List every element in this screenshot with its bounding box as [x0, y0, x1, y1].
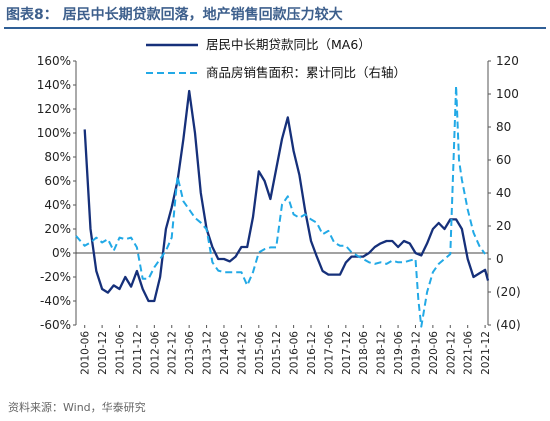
- left-tick-label: 140%: [37, 78, 71, 92]
- left-tick-label: 80%: [44, 150, 71, 164]
- x-tick-label: 2019-06: [393, 331, 405, 375]
- series-line-loans: [83, 89, 490, 303]
- x-tick-label: 2018-12: [376, 331, 388, 375]
- x-tick-label: 2013-06: [184, 331, 196, 375]
- x-tick-label: 2010-12: [97, 331, 109, 375]
- x-tick-label: 2019-12: [410, 331, 422, 375]
- legend: 居民中长期贷款同比（MA6） 商品房销售面积：累计同比（右轴）: [146, 37, 406, 80]
- x-tick-label: 2011-12: [132, 331, 144, 375]
- right-tick-label: 120: [496, 54, 519, 68]
- x-tick-label: 2017-06: [323, 331, 335, 375]
- left-tick-label: -60%: [40, 318, 71, 332]
- x-tick-label: 2020-06: [428, 331, 440, 375]
- x-tick-label: 2015-12: [271, 331, 283, 375]
- left-tick-label: 20%: [44, 222, 71, 236]
- left-tick-label: -40%: [40, 294, 71, 308]
- x-tick-label: 2021-12: [480, 331, 492, 375]
- x-tick-label: 2011-06: [115, 331, 127, 375]
- x-tick-label: 2015-06: [254, 331, 266, 375]
- series-line-sales: [75, 84, 486, 328]
- source-note: 资料来源：Wind，华泰研究: [8, 401, 146, 414]
- x-tick-label: 2014-12: [236, 331, 248, 375]
- x-tick-label: 2016-12: [306, 331, 318, 375]
- left-tick-label: -20%: [40, 270, 71, 284]
- x-tick-label: 2010-06: [80, 331, 92, 375]
- x-tick-label: 2017-12: [341, 331, 353, 375]
- left-tick-label: 100%: [37, 126, 71, 140]
- chart-title: 图表8： 居民中长期贷款回落，地产销售回款压力较大: [6, 7, 343, 23]
- legend-label-loans: 居民中长期贷款同比（MA6）: [206, 37, 371, 52]
- right-tick-label: 20: [496, 219, 511, 233]
- left-tick-label: 0%: [52, 246, 71, 260]
- series-lines: [75, 84, 490, 328]
- right-tick-label: 40: [496, 186, 511, 200]
- left-tick-label: 60%: [44, 174, 71, 188]
- right-tick-label: 100: [496, 87, 519, 101]
- x-tick-label: 2016-06: [289, 331, 301, 375]
- legend-label-sales: 商品房销售面积：累计同比（右轴）: [206, 65, 406, 80]
- x-tick-label: 2013-12: [202, 331, 214, 375]
- right-tick-label: (20): [496, 285, 521, 299]
- x-tick-label: 2012-06: [149, 331, 161, 375]
- right-tick-label: 0: [496, 252, 504, 266]
- x-tick-label: 2014-06: [219, 331, 231, 375]
- right-tick-label: 60: [496, 153, 511, 167]
- left-tick-label: 120%: [37, 102, 71, 116]
- x-tick-label: 2020-12: [445, 331, 457, 375]
- x-tick-label: 2018-06: [358, 331, 370, 375]
- x-tick-label: 2021-06: [463, 331, 475, 375]
- right-tick-label: (40): [496, 318, 521, 332]
- left-tick-label: 160%: [37, 54, 71, 68]
- title-divider: [4, 27, 546, 29]
- right-tick-label: 80: [496, 120, 511, 134]
- x-tick-label: 2012-12: [167, 331, 179, 375]
- left-tick-label: 40%: [44, 198, 71, 212]
- axes: 160% 140% 120% 100% 80% 60% 40% 20% 0% -20% -40% -6…: [37, 54, 521, 375]
